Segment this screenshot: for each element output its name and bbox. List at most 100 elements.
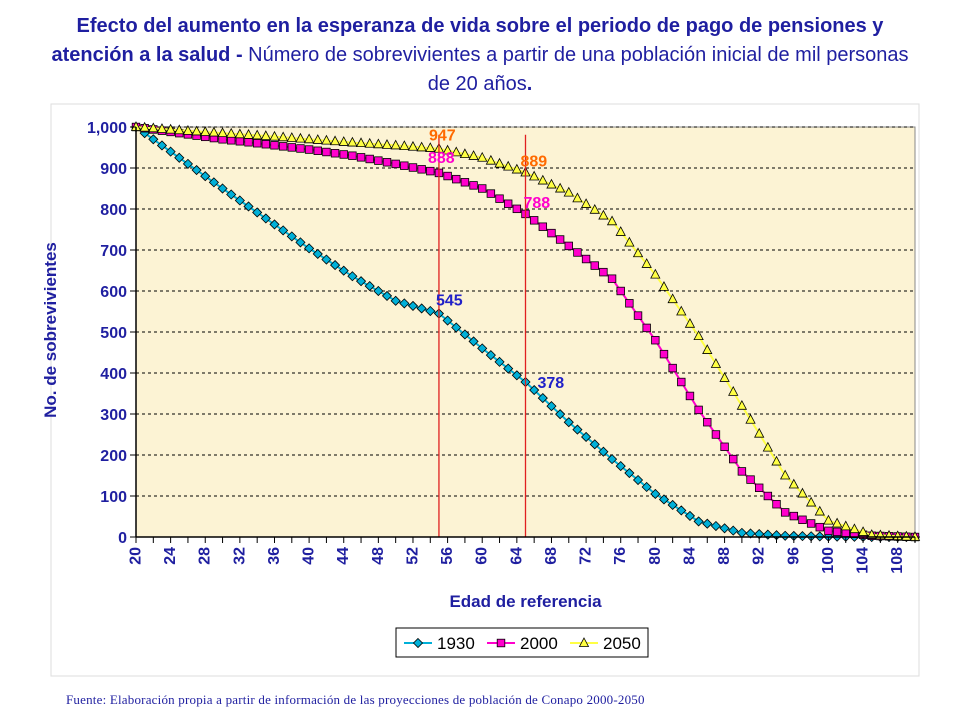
point-2000 bbox=[278, 142, 288, 151]
point-1930 bbox=[684, 510, 696, 521]
point-2000 bbox=[642, 323, 651, 333]
point-2000 bbox=[460, 178, 470, 187]
point-1930 bbox=[503, 363, 514, 374]
point-2050 bbox=[598, 209, 609, 220]
point-2000 bbox=[703, 417, 712, 427]
point-2050 bbox=[295, 132, 306, 143]
point-2050 bbox=[736, 399, 748, 410]
point-2050 bbox=[840, 520, 851, 531]
y-tick-label: 100 bbox=[100, 489, 127, 506]
point-2000 bbox=[529, 216, 539, 225]
point-1930 bbox=[330, 260, 341, 271]
point-1930 bbox=[693, 516, 704, 527]
point-1930 bbox=[606, 454, 618, 465]
x-tick-label: 36 bbox=[266, 547, 283, 565]
chart-title: Efecto del aumento en la esperanza de vi… bbox=[40, 12, 920, 99]
point-1930 bbox=[710, 520, 721, 532]
x-tick-label: 60 bbox=[474, 547, 491, 565]
point-2000 bbox=[607, 274, 617, 283]
point-2050 bbox=[615, 226, 626, 236]
point-2050 bbox=[148, 122, 159, 133]
point-2050 bbox=[416, 141, 427, 152]
point-1930 bbox=[355, 276, 367, 287]
point-2050 bbox=[589, 203, 600, 214]
point-2000 bbox=[469, 181, 478, 190]
title-bold: Efecto del aumento en la esperanza de vi… bbox=[51, 15, 884, 66]
point-2000 bbox=[426, 166, 435, 176]
point-2000 bbox=[270, 141, 279, 150]
point-2000 bbox=[296, 144, 305, 153]
point-1930 bbox=[702, 518, 713, 529]
point-2000 bbox=[581, 254, 591, 264]
point-2000 bbox=[244, 138, 253, 147]
point-2000 bbox=[287, 143, 296, 152]
point-2000 bbox=[780, 508, 790, 517]
point-2050 bbox=[676, 305, 687, 316]
point-1930 bbox=[234, 195, 245, 206]
point-1930 bbox=[451, 322, 462, 333]
point-2050 bbox=[684, 317, 696, 328]
point-2050 bbox=[814, 505, 825, 516]
point-2050 bbox=[286, 132, 297, 142]
point-1930 bbox=[589, 439, 600, 450]
point-1930 bbox=[537, 393, 548, 404]
x-tick-label: 92 bbox=[751, 547, 768, 565]
point-1930 bbox=[399, 298, 410, 309]
point-2000 bbox=[486, 189, 496, 198]
point-2050 bbox=[641, 258, 652, 268]
legend-marker-2000 bbox=[496, 638, 506, 648]
point-1930 bbox=[581, 431, 592, 443]
legend-label-2050: 2050 bbox=[603, 634, 641, 653]
legend-marker-2050 bbox=[578, 637, 590, 647]
point-2000 bbox=[555, 235, 565, 244]
point-1930 bbox=[191, 164, 202, 176]
point-1930 bbox=[252, 207, 263, 218]
y-tick-label: 0 bbox=[118, 530, 127, 547]
point-2000 bbox=[798, 515, 807, 524]
point-1930 bbox=[797, 531, 808, 542]
point-2050 bbox=[511, 163, 523, 174]
point-2050 bbox=[494, 157, 505, 168]
point-2000 bbox=[651, 335, 660, 345]
point-2000 bbox=[252, 139, 262, 148]
point-2000 bbox=[261, 140, 271, 149]
point-2050 bbox=[831, 517, 843, 528]
point-2000 bbox=[356, 153, 366, 162]
x-tick-label: 100 bbox=[820, 547, 837, 574]
point-1930 bbox=[425, 305, 436, 317]
point-2000 bbox=[772, 499, 781, 509]
point-1930 bbox=[156, 140, 168, 151]
point-2050 bbox=[191, 125, 202, 136]
title-end: . bbox=[526, 73, 533, 95]
point-2000 bbox=[348, 151, 357, 160]
point-1930 bbox=[364, 281, 375, 292]
data-label: 947 bbox=[429, 128, 456, 145]
y-tick-label: 600 bbox=[100, 284, 127, 301]
legend-label-2000: 2000 bbox=[520, 634, 558, 653]
point-1930 bbox=[719, 523, 730, 534]
y-tick-label: 1,000 bbox=[87, 120, 127, 137]
point-2050 bbox=[243, 129, 254, 139]
point-2050 bbox=[650, 268, 661, 279]
point-2000 bbox=[763, 491, 773, 501]
point-1930 bbox=[208, 177, 219, 188]
point-2000 bbox=[417, 165, 426, 174]
point-2050 bbox=[156, 123, 168, 133]
point-2050 bbox=[667, 293, 678, 304]
x-tick-label: 48 bbox=[370, 547, 387, 565]
point-1930 bbox=[632, 474, 644, 486]
point-2000 bbox=[478, 184, 487, 193]
point-2000 bbox=[616, 286, 625, 296]
point-2000 bbox=[599, 267, 608, 277]
point-2050 bbox=[321, 134, 332, 145]
point-2050 bbox=[754, 427, 765, 438]
point-2000 bbox=[547, 228, 556, 238]
point-2050 bbox=[580, 198, 592, 208]
point-1930 bbox=[182, 158, 193, 169]
point-2050 bbox=[632, 247, 644, 258]
x-tick-label: 52 bbox=[404, 547, 421, 565]
point-2050 bbox=[182, 124, 194, 135]
point-2050 bbox=[459, 148, 471, 159]
point-2000 bbox=[806, 519, 816, 528]
point-2000 bbox=[824, 526, 833, 536]
